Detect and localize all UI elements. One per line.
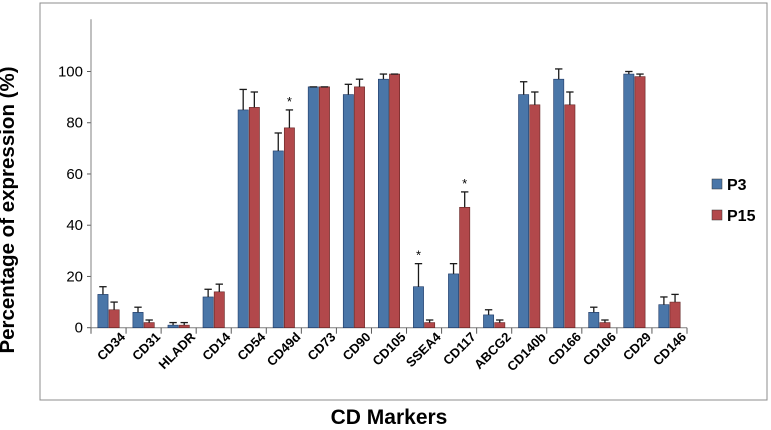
svg-text:Percentage of expression (%): Percentage of expression (%) xyxy=(0,66,19,353)
svg-text:60: 60 xyxy=(66,166,83,183)
svg-text:CD Markers: CD Markers xyxy=(331,406,448,429)
svg-text:*: * xyxy=(462,176,467,191)
svg-text:80: 80 xyxy=(66,115,83,132)
svg-text:20: 20 xyxy=(66,268,83,285)
svg-text:*: * xyxy=(416,248,421,263)
svg-text:P3: P3 xyxy=(727,177,747,194)
svg-text:*: * xyxy=(287,94,292,109)
svg-text:100: 100 xyxy=(58,64,83,81)
svg-text:P15: P15 xyxy=(727,208,756,225)
svg-text:40: 40 xyxy=(66,217,83,234)
svg-text:0: 0 xyxy=(75,320,83,337)
